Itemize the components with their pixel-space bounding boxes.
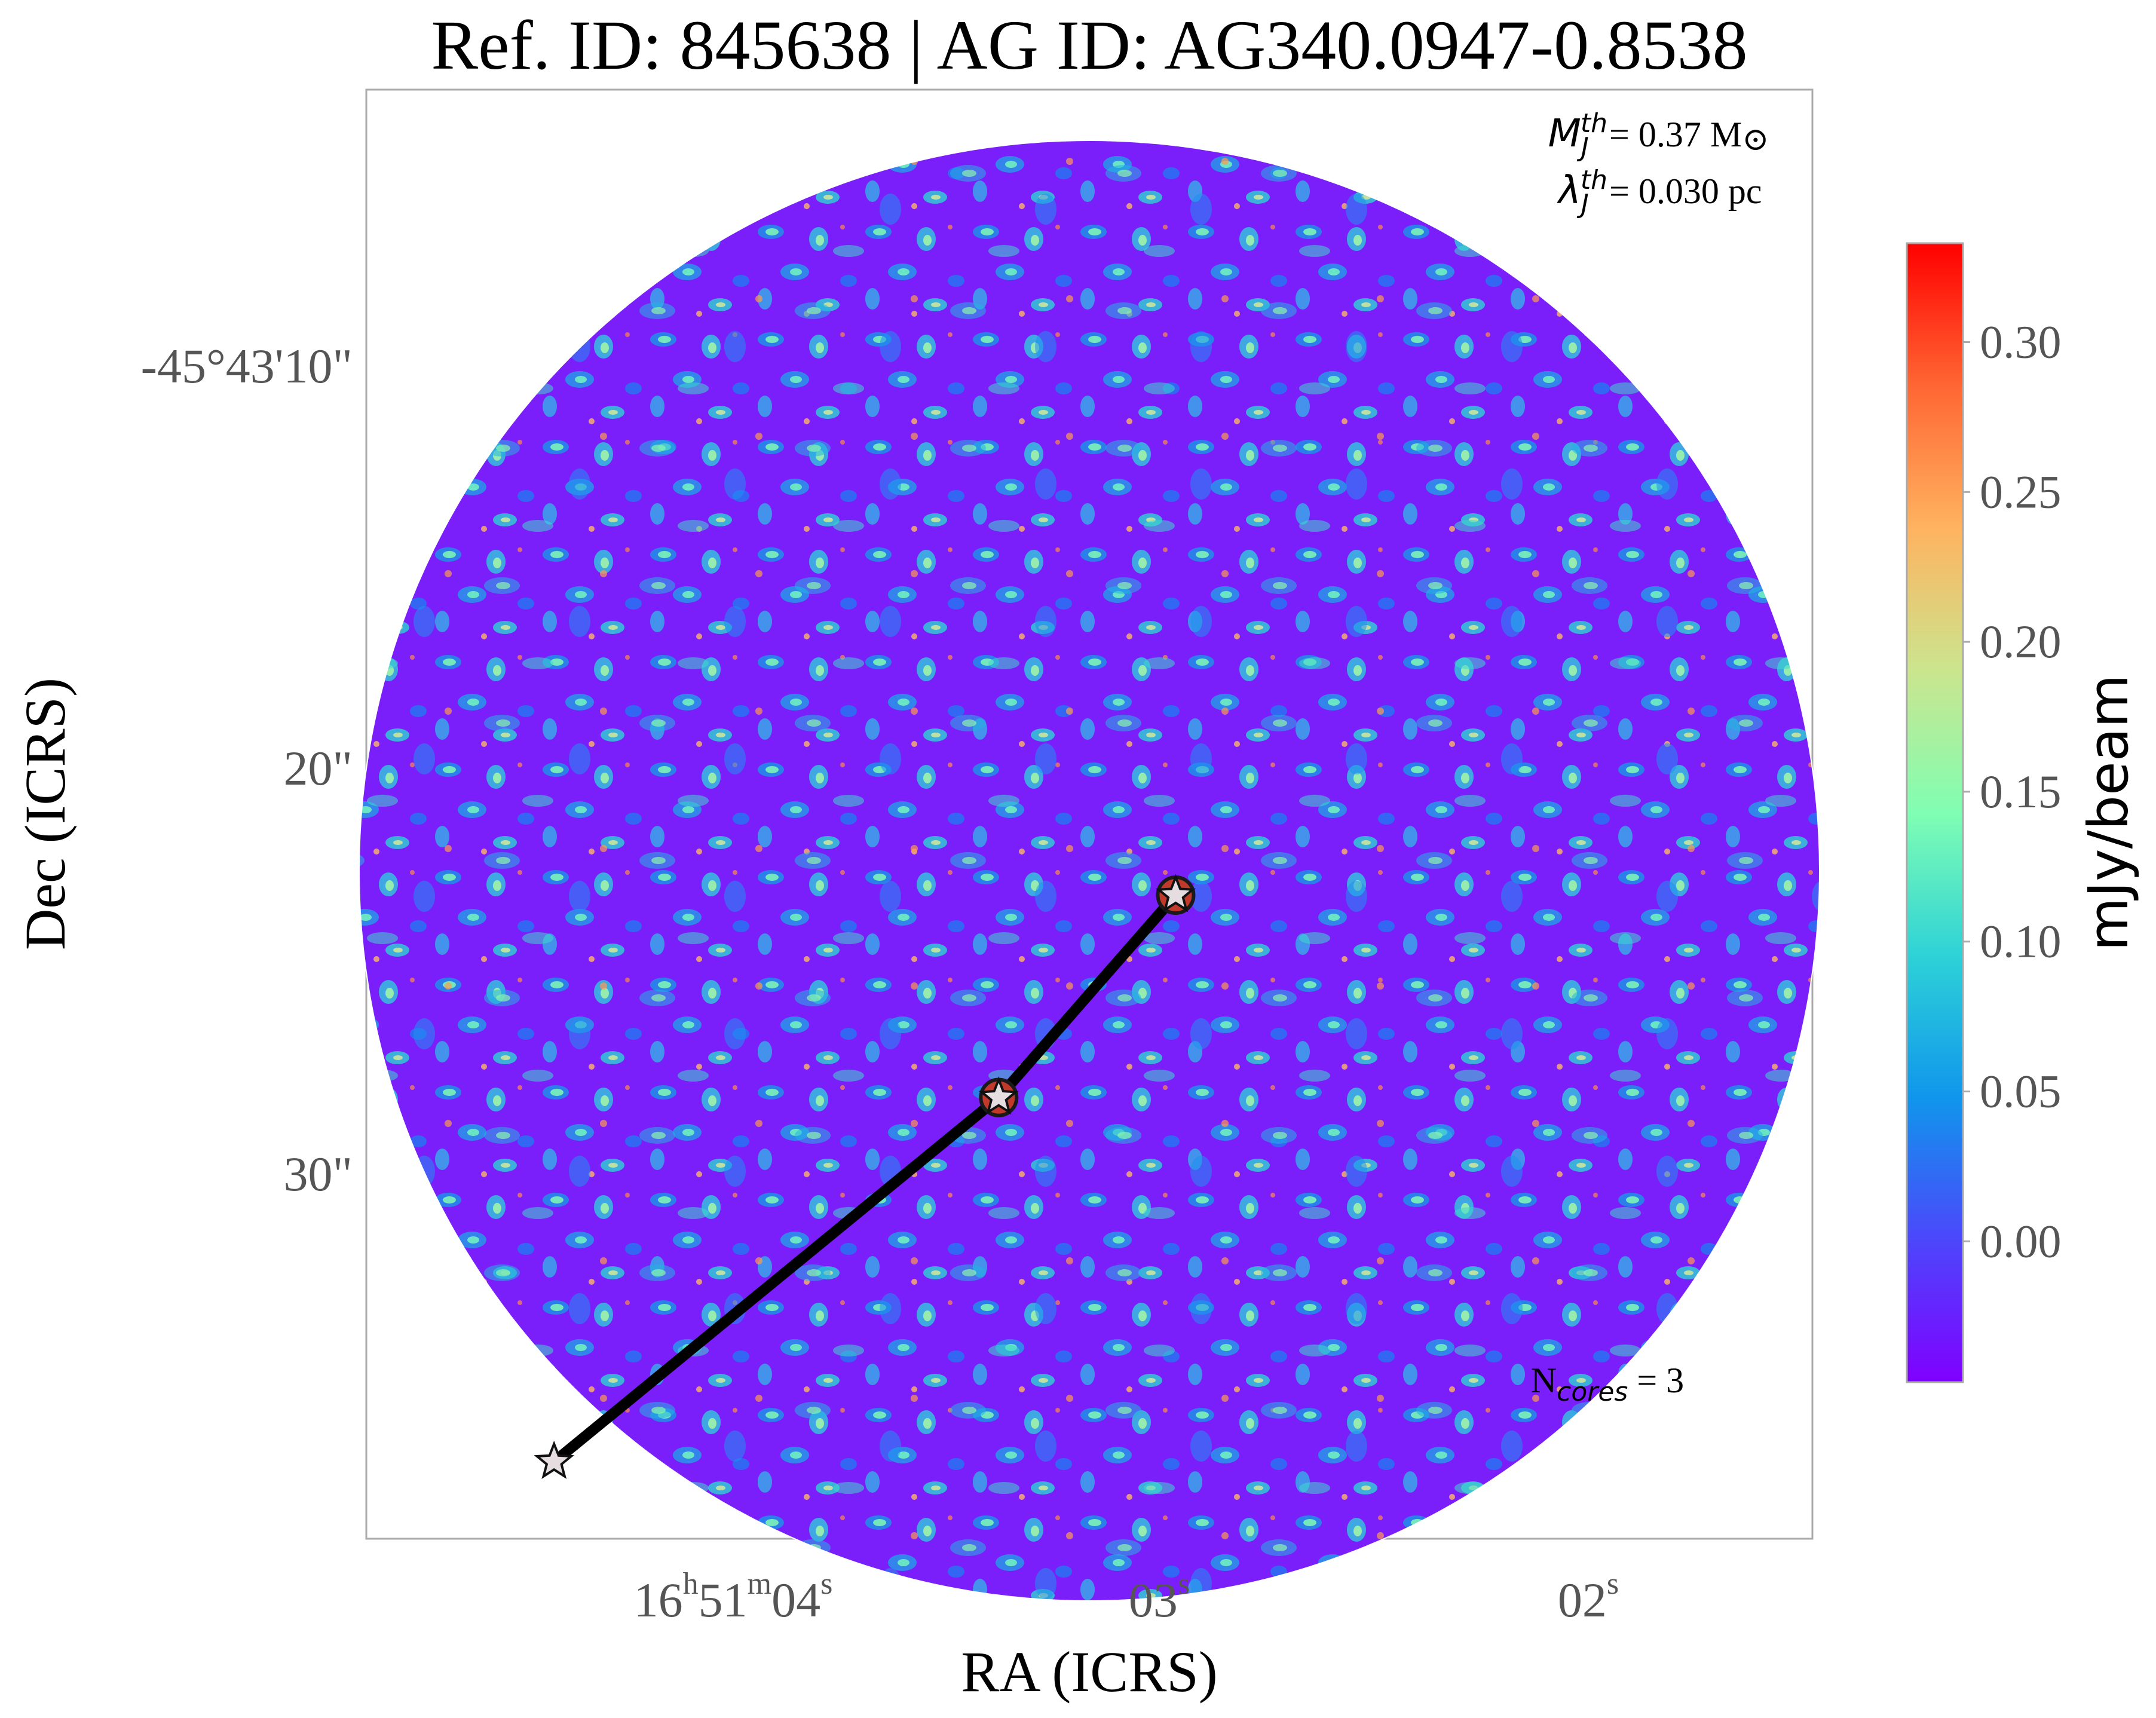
n-cores-annotation: Ncores = 3	[1531, 1361, 1684, 1407]
colorbar-tick-label: 0.25	[1980, 466, 2062, 517]
svg-text:λJth: λJth	[1557, 165, 1607, 219]
svg-text:= 0.030 pc: = 0.030 pc	[1609, 172, 1762, 211]
core-marker	[978, 1076, 1019, 1117]
jeans-length-annotation: λJth = 0.030 pc	[1557, 165, 1762, 219]
mst-edges	[549, 889, 1181, 1468]
mst-edge	[993, 889, 1181, 1103]
core-marker	[534, 1440, 575, 1480]
intensity-map	[359, 140, 1820, 1601]
y-axis-label: Dec (ICRS)	[13, 678, 77, 950]
colorbar-tick-label: 0.10	[1980, 915, 2062, 967]
chart-title: Ref. ID: 845638 | AG ID: AG340.0947-0.85…	[431, 6, 1747, 84]
svg-text:= 0.37 M⊙: = 0.37 M⊙	[1609, 115, 1769, 157]
colorbar-tick-label: 0.15	[1980, 765, 2062, 817]
svg-text:MJth: MJth	[1548, 108, 1607, 163]
field-of-view-edge	[359, 140, 1820, 1601]
colorbar-label: mJy/beam	[2077, 674, 2140, 951]
colorbar-tick-label: 0.05	[1980, 1065, 2062, 1117]
colorbar-tick-label: 0.20	[1980, 615, 2062, 667]
y-tick-labels: -45°43'10" 20" 30"	[141, 339, 353, 1201]
jeans-mass-annotation: MJth = 0.37 M⊙	[1548, 108, 1769, 163]
colorbar-gradient	[1906, 242, 1964, 1383]
core-marker	[1155, 874, 1196, 915]
x-tick-label: 02s	[1558, 1567, 1619, 1627]
svg-text:Ncores = 3: Ncores = 3	[1531, 1361, 1684, 1407]
x-axis-label: RA (ICRS)	[961, 1640, 1217, 1704]
x-tick-labels: 16h51m04s 03s 02s	[634, 1567, 1619, 1627]
core-markers	[534, 874, 1196, 1480]
x-tick-label: 03s	[1129, 1567, 1190, 1627]
y-tick-label: -45°43'10"	[141, 339, 353, 393]
colorbar-tick-label: 0.00	[1980, 1215, 2062, 1267]
mst-edge	[549, 1092, 1004, 1468]
colorbar: 0.00 0.05 0.10 0.15 0.20 0.25 0.30 mJy/beam	[1906, 242, 2140, 1383]
colorbar-tick-label: 0.30	[1980, 316, 2062, 368]
colorbar-ticks: 0.00 0.05 0.10 0.15 0.20 0.25 0.30	[1963, 316, 2062, 1267]
y-tick-label: 30"	[284, 1147, 353, 1201]
x-tick-label: 16h51m04s	[634, 1567, 833, 1627]
y-tick-label: 20"	[284, 741, 353, 795]
